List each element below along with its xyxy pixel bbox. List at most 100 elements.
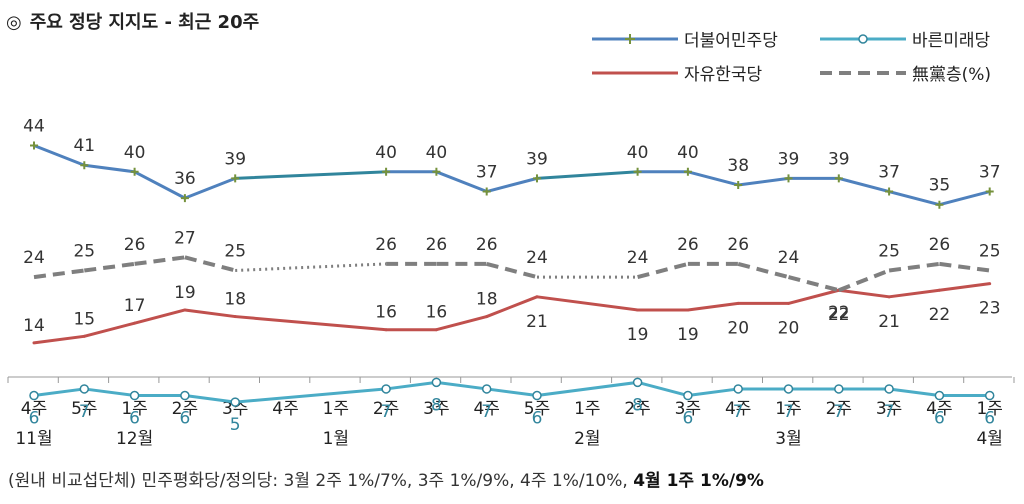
x-tick-label: 3주 [675,399,701,419]
data-label-democratic: 39 [526,149,548,169]
series-segment-none [637,261,689,280]
title-symbol: ◎ [6,12,22,33]
data-label-liberty: 16 [426,303,448,323]
series-segment-democratic [535,170,640,180]
data-point-democratic [935,200,944,209]
series-segment-bareun [535,380,640,398]
data-point-democratic [482,187,491,196]
series-segment-bareun [183,394,237,404]
series-segment-democratic [837,176,891,194]
series-segment-democratic [233,170,388,180]
data-label-none: 26 [476,235,498,255]
series-segment-liberty [837,288,891,299]
data-label-bareun: 6 [682,409,693,429]
data-label-liberty: 19 [174,283,196,303]
data-point-democratic [180,194,189,203]
series-segment-bareun [485,387,539,398]
title-text: 주요 정당 지지도 - 최근 20주 [29,12,260,33]
data-point-democratic [231,174,240,183]
series-segment-bareun [636,380,690,398]
data-label-democratic: 40 [426,143,448,163]
x-tick-label: 3주 [876,399,902,419]
data-label-bareun: 6 [179,409,190,429]
data-label-none: 27 [174,228,196,248]
x-tick-label: 1주 [976,399,1002,419]
series-segment-liberty [686,301,740,312]
series-segment-none [888,261,940,273]
data-label-none: 26 [929,235,951,255]
data-label-none: 26 [727,235,749,255]
data-point-bareun [532,390,542,401]
data-point-bareun [481,384,492,394]
x-month-label: 4월 [976,429,1002,449]
x-month-label: 11월 [15,429,52,449]
series-segment-democratic [133,170,187,200]
data-label-none: 26 [677,235,699,255]
data-label-bareun: 8 [632,395,643,415]
series-segment-liberty [82,321,137,338]
data-label-liberty: 20 [727,318,749,338]
data-label-liberty: 14 [23,316,45,336]
series-segment-democratic [736,176,790,187]
series-segment-democratic [887,190,941,207]
data-label-none: 24 [778,248,800,268]
data-point-bareun [230,397,240,407]
data-label-democratic: 35 [929,176,951,196]
data-point-democratic [985,187,994,196]
x-tick-label: 4주 [21,399,47,419]
series-segment-none [838,268,890,293]
legend-swatch-bareun [820,33,906,44]
data-label-bareun: 6 [984,409,995,429]
data-label-liberty: 19 [677,325,699,345]
series-segment-bareun [384,380,438,391]
data-label-none: 24 [526,248,548,268]
data-point-democratic [130,167,139,176]
series-segment-none [33,268,85,280]
data-point-bareun [381,384,391,394]
data-label-liberty: 20 [778,318,800,338]
data-label-liberty: 22 [828,305,850,325]
data-label-liberty: 18 [224,290,246,310]
legend-label-bareun: 바른미래당 [912,31,991,51]
x-tick-label: 5주 [71,399,97,419]
series-segment-liberty [887,288,941,299]
series-segment-none [184,255,236,273]
series-segment-liberty [183,308,237,319]
data-point-bareun [783,384,794,394]
x-tick-label: 4주 [725,399,751,419]
legend-swatch-democratic [592,33,678,44]
footnote-bold: 4월 1주 1%/9% [633,471,764,491]
data-label-liberty: 16 [375,303,397,323]
data-point-democratic [30,141,38,150]
data-label-bareun: 7 [481,402,492,422]
legend-label-none: 無黨층(%) [912,65,992,85]
series-segment-liberty [133,308,187,325]
series-segment-bareun [887,387,941,398]
series-segment-democratic [82,163,137,174]
x-month-label: 3월 [775,429,801,449]
series-segment-bareun [82,387,137,398]
series-segment-bareun [434,380,489,391]
data-point-bareun [632,377,643,388]
x-month-label: 12월 [116,429,153,449]
x-tick-label: 1주 [574,399,600,419]
series-segment-democratic [485,176,539,194]
data-label-democratic: 38 [727,156,749,176]
data-point-democratic [885,187,894,196]
data-label-bareun: 7 [733,402,744,422]
data-label-bareun: 6 [29,409,40,429]
legend-swatch-none [820,70,906,75]
series-segment-none [486,261,538,280]
series-segment-liberty [233,315,388,332]
data-label-liberty: 21 [526,312,548,332]
data-label-none: 24 [23,248,45,268]
data-label-democratic: 39 [778,149,800,169]
legend-none: 無黨층(%) [820,60,991,85]
data-label-bareun: 8 [431,395,442,415]
data-label-democratic: 41 [73,136,95,156]
data-label-bareun: 6 [129,409,140,429]
series-segment-liberty [535,295,640,312]
data-point-democratic [633,167,642,176]
series-segment-none [84,261,135,273]
data-label-none: 26 [375,235,397,255]
